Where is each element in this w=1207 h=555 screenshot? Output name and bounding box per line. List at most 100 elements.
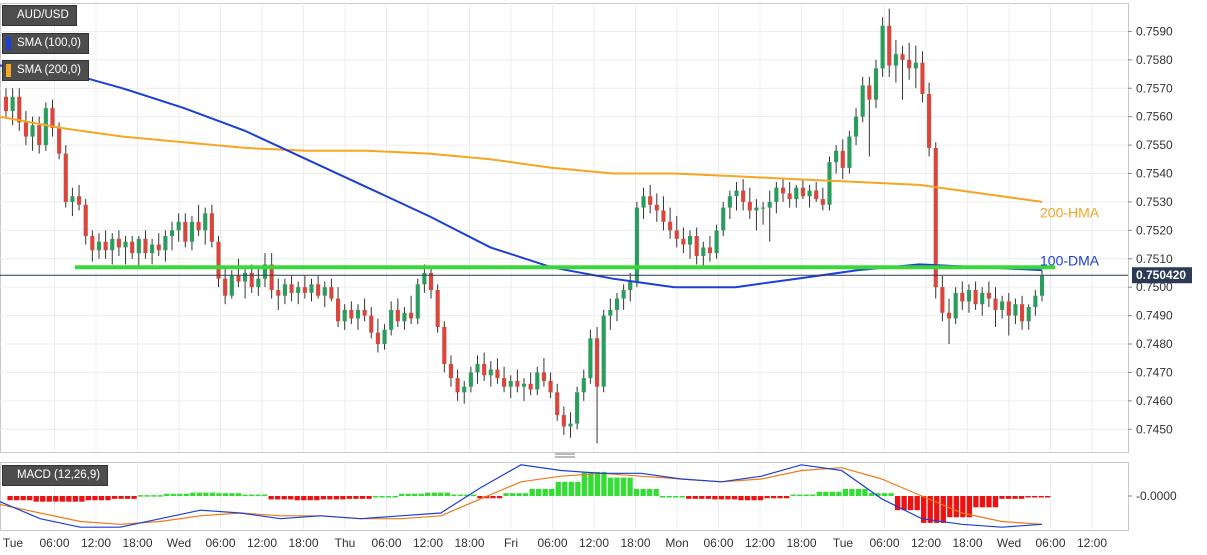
- macd-histogram-bar: [483, 496, 490, 499]
- x-tick-label: 12:00: [413, 536, 443, 550]
- candle-body: [50, 108, 55, 129]
- candle-body: [495, 369, 500, 379]
- macd-histogram-bar: [20, 496, 26, 501]
- macd-histogram-bar: [405, 493, 411, 496]
- candle-body: [322, 287, 327, 296]
- candle-body: [986, 292, 991, 299]
- candle-body: [694, 236, 699, 256]
- x-tick-label: Tue: [3, 536, 24, 550]
- candle-body: [754, 207, 759, 211]
- last-price-label: 0.750420: [1132, 267, 1192, 284]
- x-tick-label: 06:00: [39, 536, 69, 550]
- candle-body: [847, 136, 852, 168]
- macd-histogram-bar: [627, 477, 633, 496]
- candle-body: [860, 85, 865, 117]
- candle-body: [893, 54, 898, 66]
- candle-body: [648, 196, 653, 205]
- y-tick-label: 0.7460: [1136, 394, 1173, 408]
- macd-histogram-bar: [633, 488, 640, 496]
- symbol-badge[interactable]: AUD/USD: [2, 5, 77, 26]
- sma100-badge[interactable]: SMA (100,0): [2, 33, 89, 54]
- macd-histogram-bar: [888, 493, 894, 496]
- macd-histogram-bar: [914, 496, 920, 511]
- macd-histogram-bar: [705, 496, 712, 499]
- macd-histogram-bar: [183, 493, 189, 496]
- candle-body: [409, 312, 414, 319]
- macd-histogram-bar: [751, 496, 757, 501]
- macd-histogram-bar: [353, 496, 359, 499]
- sma200-badge[interactable]: SMA (200,0): [2, 60, 89, 81]
- candle-body: [993, 298, 998, 310]
- macd-histogram-bar: [620, 477, 627, 496]
- candle-body: [335, 298, 341, 322]
- macd-histogram-bar: [418, 493, 424, 496]
- candle-body: [581, 378, 586, 393]
- candle-body: [920, 62, 925, 94]
- macd-histogram-bar: [144, 495, 150, 497]
- sma200-swatch: [6, 64, 11, 77]
- candle-body: [309, 284, 314, 293]
- candle-body: [966, 290, 972, 302]
- macd-histogram-bar: [111, 496, 118, 499]
- x-tick-label: Tue: [833, 536, 854, 550]
- candle-body: [594, 338, 600, 387]
- macd-badge[interactable]: MACD (12,26,9): [2, 465, 109, 486]
- candle-body: [130, 241, 135, 254]
- macd-histogram-bar: [124, 496, 131, 499]
- macd-histogram-bar: [490, 496, 496, 499]
- candle-body: [448, 363, 454, 379]
- macd-histogram-bar: [27, 496, 33, 501]
- candle-body: [229, 275, 234, 296]
- candle-body: [621, 290, 626, 299]
- candle-body: [502, 378, 507, 387]
- macd-histogram-bar: [307, 496, 313, 501]
- macd-histogram-bar: [568, 481, 574, 496]
- candle-body: [70, 196, 75, 202]
- macd-histogram-bar: [503, 493, 509, 496]
- macd-histogram-bar: [425, 492, 431, 496]
- candle-body: [488, 369, 493, 376]
- macd-histogram-bar: [522, 493, 529, 496]
- candle-body: [588, 338, 593, 379]
- macd-histogram-bar: [764, 496, 770, 499]
- macd-histogram-bar: [196, 492, 203, 496]
- x-tick-label: 18:00: [620, 536, 650, 550]
- macd-histogram-bar: [542, 488, 548, 496]
- macd-histogram-bar: [907, 496, 914, 511]
- macd-histogram-bar: [875, 493, 881, 496]
- candle-body: [435, 290, 440, 327]
- candle-body: [628, 281, 633, 291]
- candle-body: [17, 96, 22, 123]
- macd-histogram-bar: [960, 496, 966, 518]
- macd-histogram-bar: [398, 493, 405, 496]
- macd-histogram-bar: [346, 496, 353, 499]
- macd-histogram-bar: [229, 493, 235, 496]
- macd-histogram-bar: [849, 488, 855, 496]
- macd-histogram-bar: [862, 488, 868, 496]
- y-tick-label: 0.7570: [1136, 81, 1173, 95]
- candle-body: [203, 213, 208, 231]
- candle-body: [661, 210, 666, 222]
- macd-histogram-bar: [385, 496, 392, 498]
- candle-body: [468, 372, 473, 387]
- candle-body: [674, 230, 679, 239]
- y-tick-label: 0.7510: [1136, 252, 1173, 266]
- candle-body: [1013, 304, 1018, 316]
- candle-body: [960, 292, 965, 302]
- pane-divider[interactable]: [555, 453, 575, 458]
- macd-histogram-bar: [496, 496, 503, 499]
- candle-body: [800, 187, 805, 197]
- macd-histogram-bar: [268, 496, 274, 500]
- candle-body: [747, 201, 752, 211]
- macd-histogram-bar: [947, 496, 953, 518]
- last-price-text: 0.750420: [1136, 268, 1186, 282]
- macd-histogram-bar: [118, 496, 124, 499]
- candle-body: [940, 287, 945, 313]
- macd-histogram-bar: [1031, 496, 1038, 498]
- y-tick-label: 0.7520: [1136, 223, 1173, 237]
- candle-body: [30, 125, 35, 137]
- macd-histogram-bar: [536, 488, 542, 496]
- candle-body: [316, 284, 321, 296]
- candle-body: [123, 241, 128, 248]
- candle-body: [362, 309, 367, 316]
